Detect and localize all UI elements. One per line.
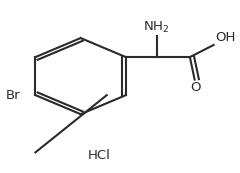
Text: O: O [191, 81, 201, 94]
Text: HCl: HCl [88, 149, 111, 162]
Text: NH$_2$: NH$_2$ [144, 20, 170, 35]
Text: Br: Br [6, 89, 20, 102]
Text: OH: OH [215, 31, 235, 44]
